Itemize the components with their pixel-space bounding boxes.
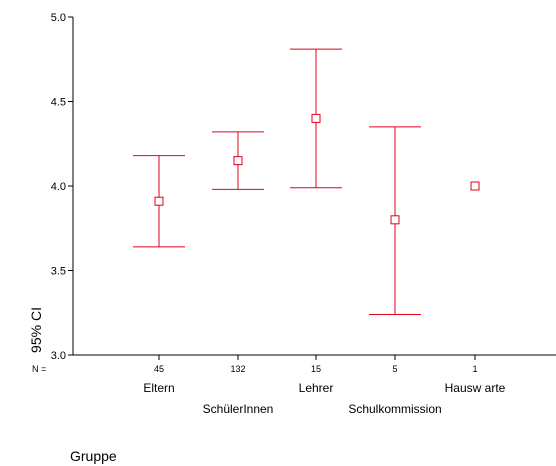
- n-count-label: 45: [154, 364, 164, 374]
- y-ticks: 3.0 3.5 4.0 4.5 5.0: [51, 12, 73, 362]
- error-bar-1: [212, 131, 264, 190]
- plot-frame: [72, 17, 556, 356]
- y-tick-label: 3.5: [51, 266, 66, 278]
- n-count-label: 132: [230, 364, 245, 374]
- y-axis-title: 95% CI: [28, 307, 44, 353]
- mean-marker: [470, 181, 480, 191]
- y-tick-label: 4.0: [51, 181, 66, 193]
- n-label-prefix: N =: [32, 364, 46, 374]
- category-label: Eltern: [143, 381, 174, 395]
- category-label: Schulkommission: [348, 402, 441, 416]
- n-labels: N = 45 132 15 5 1: [32, 364, 478, 374]
- error-bar-2: [290, 48, 342, 189]
- mean-marker: [311, 113, 321, 123]
- n-count-label: 1: [472, 364, 477, 374]
- mean-marker: [233, 156, 243, 166]
- y-tick-label: 3.0: [51, 350, 66, 362]
- category-label: Hausw arte: [445, 381, 506, 395]
- x-axis-title: Gruppe: [70, 448, 117, 464]
- error-bar-3: [369, 126, 421, 315]
- error-bars: [133, 48, 480, 315]
- mean-marker: [390, 215, 400, 225]
- category-labels: Eltern SchülerInnen Lehrer Schulkommission H…: [143, 381, 505, 416]
- category-label: Lehrer: [299, 381, 334, 395]
- x-ticks: [158, 355, 476, 360]
- error-bar-4: [470, 181, 480, 191]
- category-label: SchülerInnen: [203, 402, 274, 416]
- y-tick-label: 4.5: [51, 97, 66, 109]
- n-count-label: 5: [392, 364, 397, 374]
- error-bar-0: [133, 155, 185, 248]
- mean-marker: [154, 196, 164, 206]
- n-count-label: 15: [311, 364, 321, 374]
- y-tick-label: 5.0: [51, 12, 66, 24]
